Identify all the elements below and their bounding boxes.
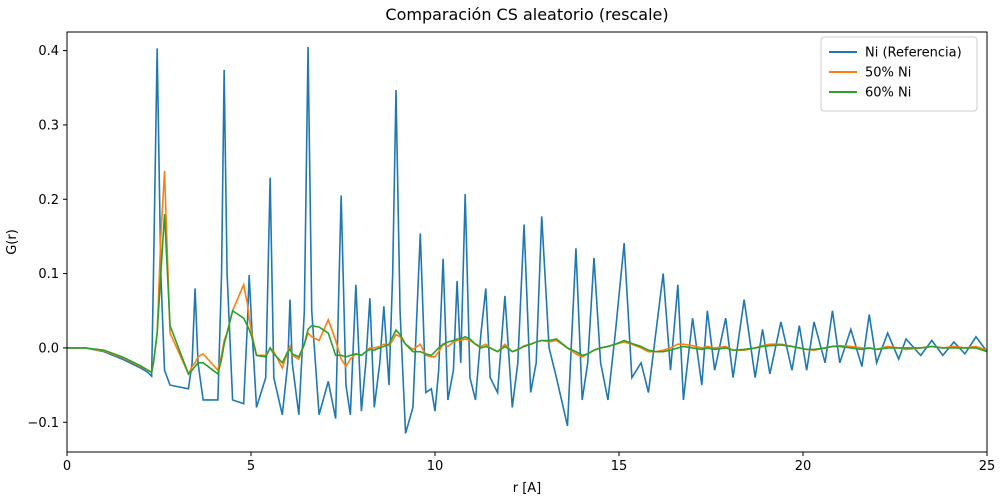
y-tick-label: 0.0 — [38, 341, 59, 356]
x-tick-label: 20 — [795, 459, 812, 474]
line-series — [67, 170, 987, 376]
y-tick-label: 0.4 — [38, 44, 59, 59]
x-tick-label: 5 — [247, 459, 255, 474]
line-series — [67, 214, 987, 376]
x-tick-label: 0 — [63, 459, 71, 474]
y-tick-label: 0.3 — [38, 118, 59, 133]
y-tick-label: 0.2 — [38, 193, 59, 208]
line-series — [67, 46, 987, 434]
chart-title: Comparación CS aleatorio (rescale) — [385, 5, 668, 24]
x-tick-label: 10 — [427, 459, 444, 474]
legend-label: 60% Ni — [865, 86, 911, 101]
y-tick-label: −0.1 — [27, 416, 59, 431]
legend-label: 50% Ni — [865, 66, 911, 81]
y-tick-label: 0.1 — [38, 267, 59, 282]
x-tick-label: 15 — [611, 459, 628, 474]
legend-label: Ni (Referencia) — [865, 46, 962, 61]
x-tick-label: 25 — [979, 459, 996, 474]
y-axis-label: G(r) — [5, 229, 20, 255]
plot-frame — [66, 31, 988, 453]
x-axis-label: r [A] — [513, 481, 542, 496]
legend-box — [820, 36, 978, 112]
